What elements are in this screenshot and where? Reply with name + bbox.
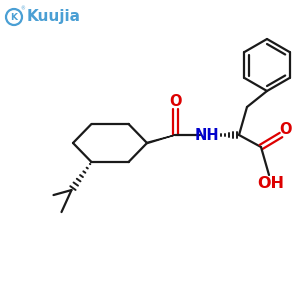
Text: K: K [11,13,17,22]
Polygon shape [147,135,175,144]
Text: OH: OH [257,176,284,190]
Text: NH: NH [195,128,219,142]
Text: ®: ® [20,6,25,11]
Text: Kuujia: Kuujia [27,10,81,25]
Text: O: O [280,122,292,137]
Text: O: O [169,94,181,110]
